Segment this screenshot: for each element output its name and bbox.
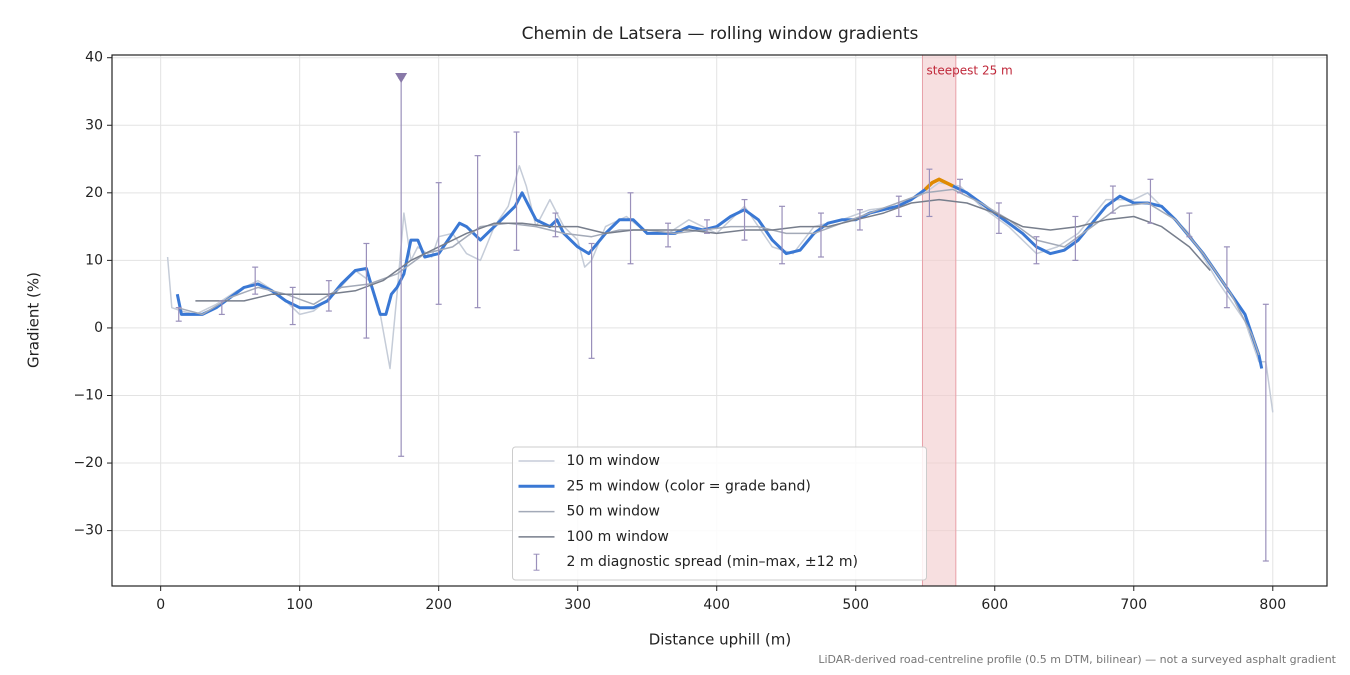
error-bar	[1109, 185, 1116, 214]
error-bar	[175, 307, 182, 322]
error-bar	[1033, 236, 1040, 265]
x-axis-label: Distance uphill (m)	[649, 631, 791, 649]
series-line	[195, 198, 1211, 302]
legend-label: 25 m window (color = grade band)	[567, 478, 811, 494]
y-tick-label: 30	[85, 117, 103, 133]
plot-area	[166, 55, 1274, 586]
error-bar	[741, 198, 748, 241]
error-bar	[627, 192, 634, 265]
y-tick-label: 0	[94, 320, 103, 336]
error-bar	[856, 209, 863, 231]
error-bar	[1147, 178, 1154, 224]
x-tick-label: 0	[156, 597, 165, 613]
error-bar	[435, 182, 442, 305]
error-bar	[252, 266, 259, 295]
error-bar	[289, 286, 296, 326]
error-bar	[1223, 246, 1230, 309]
legend: 10 m window 25 m window (color = grade ba…	[512, 446, 927, 581]
y-tick-label: −20	[73, 455, 103, 471]
y-axis-label: Gradient (%)	[25, 272, 43, 368]
error-bar	[588, 242, 595, 359]
marker	[395, 72, 408, 83]
chart-title: Chemin de Latsera — rolling window gradi…	[522, 24, 919, 44]
error-bar	[1186, 212, 1193, 238]
plot-frame	[111, 54, 1328, 587]
x-tick-label: 700	[1120, 597, 1147, 613]
x-tick-label: 500	[842, 597, 869, 613]
error-bar	[552, 212, 559, 238]
error-bar	[218, 300, 225, 316]
x-tick-label: 600	[981, 597, 1008, 613]
x-tick-label: 300	[564, 597, 591, 613]
error-bar	[956, 178, 963, 194]
x-tick-label: 200	[425, 597, 452, 613]
y-tick-label: 40	[85, 50, 103, 66]
error-bar	[779, 205, 786, 265]
y-tick-label: −10	[73, 387, 103, 403]
x-tick-label: 400	[703, 597, 730, 613]
error-bar	[474, 155, 481, 309]
span-label: steepest 25 m	[926, 64, 1012, 78]
legend-label: 50 m window	[567, 504, 660, 520]
highlight-span	[921, 55, 957, 586]
y-tick-label: 20	[85, 185, 103, 201]
error-bar	[995, 202, 1002, 234]
series-line	[177, 188, 1260, 356]
x-tick-label: 100	[286, 597, 313, 613]
error-bar	[817, 212, 824, 258]
error-bar	[895, 195, 902, 218]
error-bar	[325, 280, 332, 312]
error-bar	[513, 131, 520, 251]
y-tick-label: 10	[85, 252, 103, 268]
y-tick-label: −30	[73, 523, 103, 539]
series-line	[166, 165, 1274, 413]
error-bar	[703, 219, 710, 234]
error-bar	[1072, 215, 1079, 261]
error-bar	[665, 222, 672, 248]
error-bar	[1262, 303, 1269, 562]
legend-label: 10 m window	[567, 453, 660, 469]
legend-label: 100 m window	[567, 529, 669, 545]
footnote: LiDAR-derived road-centreline profile (0…	[818, 653, 1336, 666]
legend-label: 2 m diagnostic spread (min–max, ±12 m)	[567, 554, 858, 570]
legend-box	[512, 446, 927, 581]
error-bar	[926, 168, 933, 218]
error-bar	[363, 242, 370, 339]
x-tick-label: 800	[1259, 597, 1286, 613]
